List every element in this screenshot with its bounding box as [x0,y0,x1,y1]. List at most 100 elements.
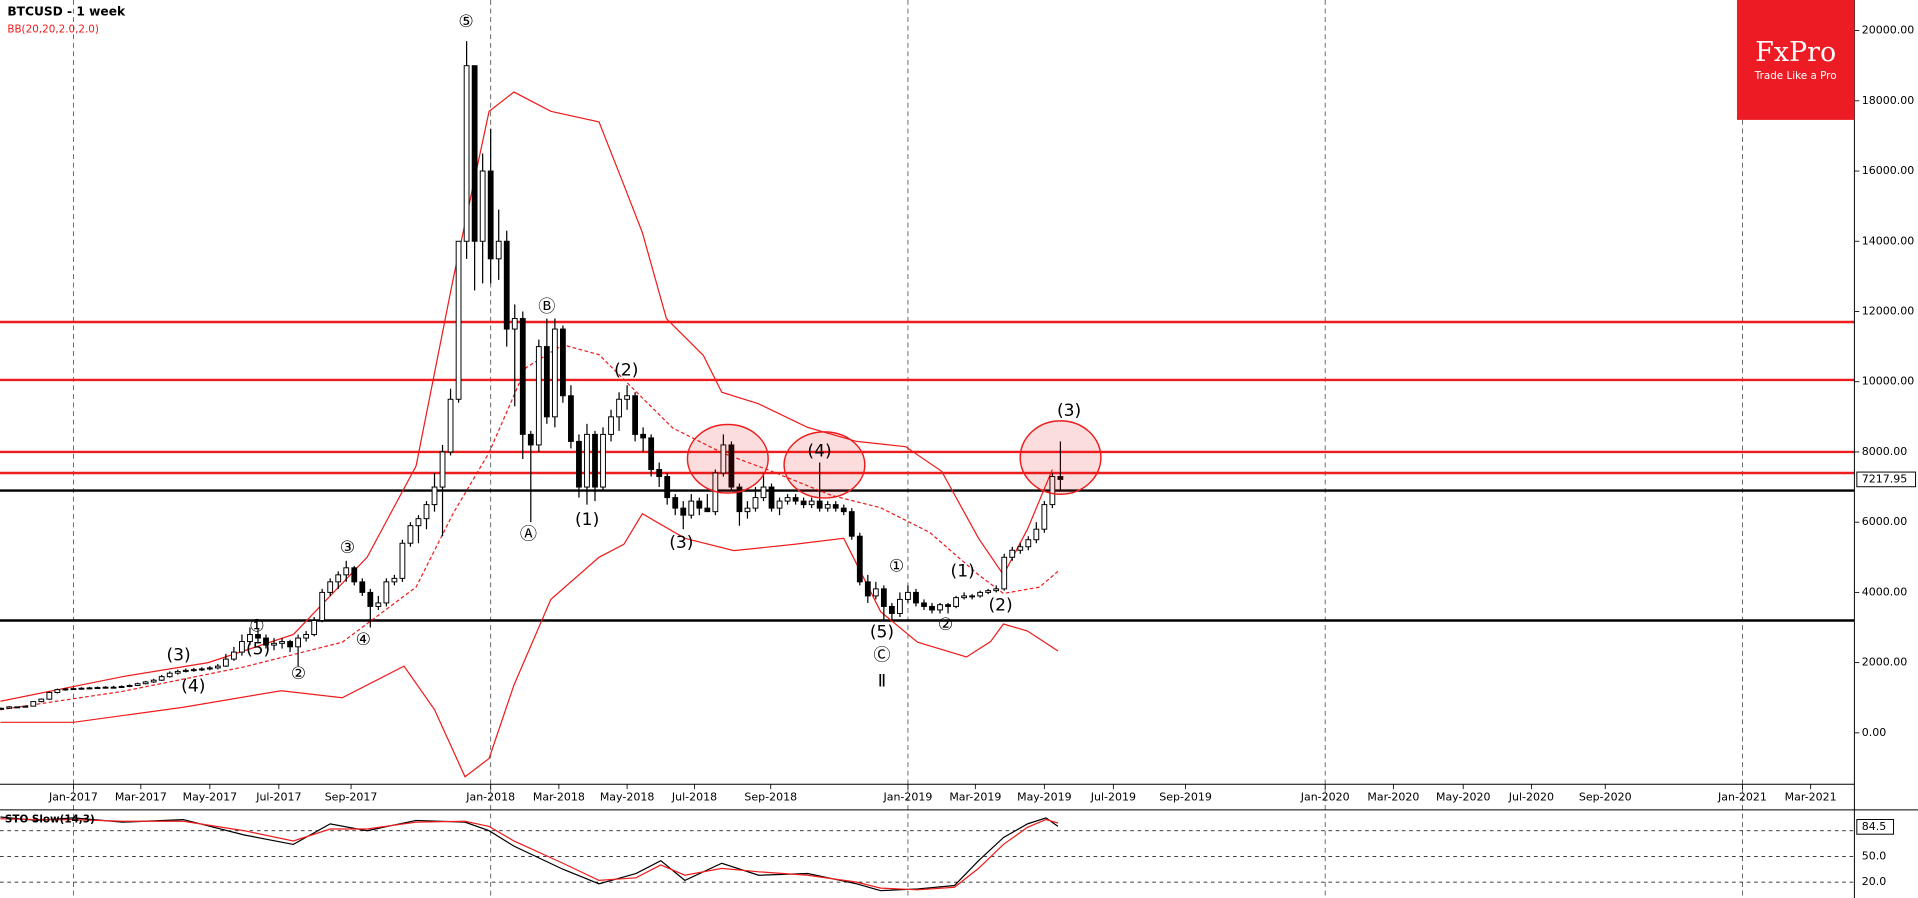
candle-body [1033,528,1040,541]
candle-body [150,679,157,683]
candle-body [78,687,85,690]
candle-body [335,574,342,583]
wave-label: (1) [951,561,975,581]
x-tick-label: Sep-2017 [325,791,378,804]
candle-body [303,634,310,639]
chart-title: BTCUSD - 1 week [7,5,126,19]
stochastic-last-label: 84.5 [1862,820,1886,833]
wave-label: (2) [614,361,638,381]
candle-body [447,398,454,453]
logo-brand: FxPro [1755,37,1836,68]
candle-body [664,476,671,499]
candle-body [182,669,189,672]
candle-body [640,433,647,439]
candle-body [311,619,318,636]
candle-body [1017,546,1024,551]
y-tick-label: 0.00 [1862,726,1886,739]
wave-label: (4) [807,441,831,461]
candle-body [752,497,759,509]
candle-body [985,590,992,593]
stochastic-title: STO Slow(14,3) [5,814,95,826]
candle-body [255,634,261,639]
y-tick-label: 16000.00 [1862,164,1914,177]
x-tick-label: Jul-2018 [671,791,717,804]
stochastic-tick-label: 50.0 [1862,849,1886,862]
candle-body [231,651,237,660]
x-tick-label: Jul-2019 [1090,791,1136,804]
highlight-ellipse [1019,420,1102,496]
wave-label: ① [889,556,904,576]
stochastic-tick-label: 20.0 [1862,875,1886,888]
wave-label: Ⓒ [873,646,890,666]
candle-body [535,346,542,446]
candle-body [22,705,29,708]
wave-label: (4) [181,676,205,696]
candle-body [94,687,101,690]
wave-label: (5) [246,640,270,660]
candle-body [929,605,935,611]
candle-body [519,318,526,435]
candle-body [1009,549,1016,558]
x-tick-label: Jul-2017 [255,791,301,804]
candle-body [800,500,807,506]
candle-body [134,683,141,686]
candle-body [263,637,269,646]
candle-body [375,602,382,607]
candle-body [624,395,630,400]
bollinger-band [0,512,1059,778]
candle-body [62,688,69,691]
x-tick-label: Sep-2019 [1159,791,1212,804]
candle-body [961,595,968,599]
x-tick-label: Mar-2017 [115,791,167,804]
candle-body [495,240,502,260]
candle-body [616,398,622,418]
highlight-ellipse [686,423,769,494]
candle-body [600,433,606,488]
candle-body [431,486,438,506]
x-tick-label: Mar-2020 [1367,791,1419,804]
candle-body [351,567,358,583]
y-tick-label: 18000.00 [1862,94,1914,107]
candle-body [359,581,366,593]
candle-body [46,691,53,700]
candle-body [840,507,847,513]
x-tick-label: May-2019 [1017,791,1072,804]
wave-label: Ⅱ [878,671,886,691]
wave-label: (5) [870,623,894,643]
y-tick-label: 6000.00 [1862,515,1907,528]
y-tick-label: 12000.00 [1862,304,1914,317]
logo-box [1736,0,1855,120]
candle-body [1049,476,1056,506]
candle-body [921,602,927,607]
highlight-ellipse [783,431,866,499]
candle-body [864,581,871,597]
x-tick-label: Sep-2020 [1579,791,1632,804]
candle-body [905,591,911,600]
candle-body [784,497,791,502]
x-tick-label: Jan-2018 [465,791,515,804]
candle-body [287,641,293,648]
x-tick-label: Mar-2018 [533,791,585,804]
candle-body [656,469,663,478]
candle-body [897,598,903,614]
stochastic-line [0,818,1059,891]
candle-body [166,672,173,678]
candle-body [728,444,735,488]
x-tick-label: Mar-2021 [1785,791,1837,804]
candle-body [672,497,679,509]
x-tick-label: Jan-2017 [48,791,98,804]
candle-body [584,433,590,488]
x-tick-label: Jan-2019 [882,791,932,804]
candle-body [118,686,125,688]
candle-body [383,581,390,604]
candle-body [110,686,117,689]
candle-body [86,687,93,690]
candle-body [720,444,727,474]
x-tick-label: Mar-2019 [949,791,1001,804]
candle-body [680,507,687,516]
x-tick-label: May-2020 [1436,791,1491,804]
candle-body [576,440,582,488]
